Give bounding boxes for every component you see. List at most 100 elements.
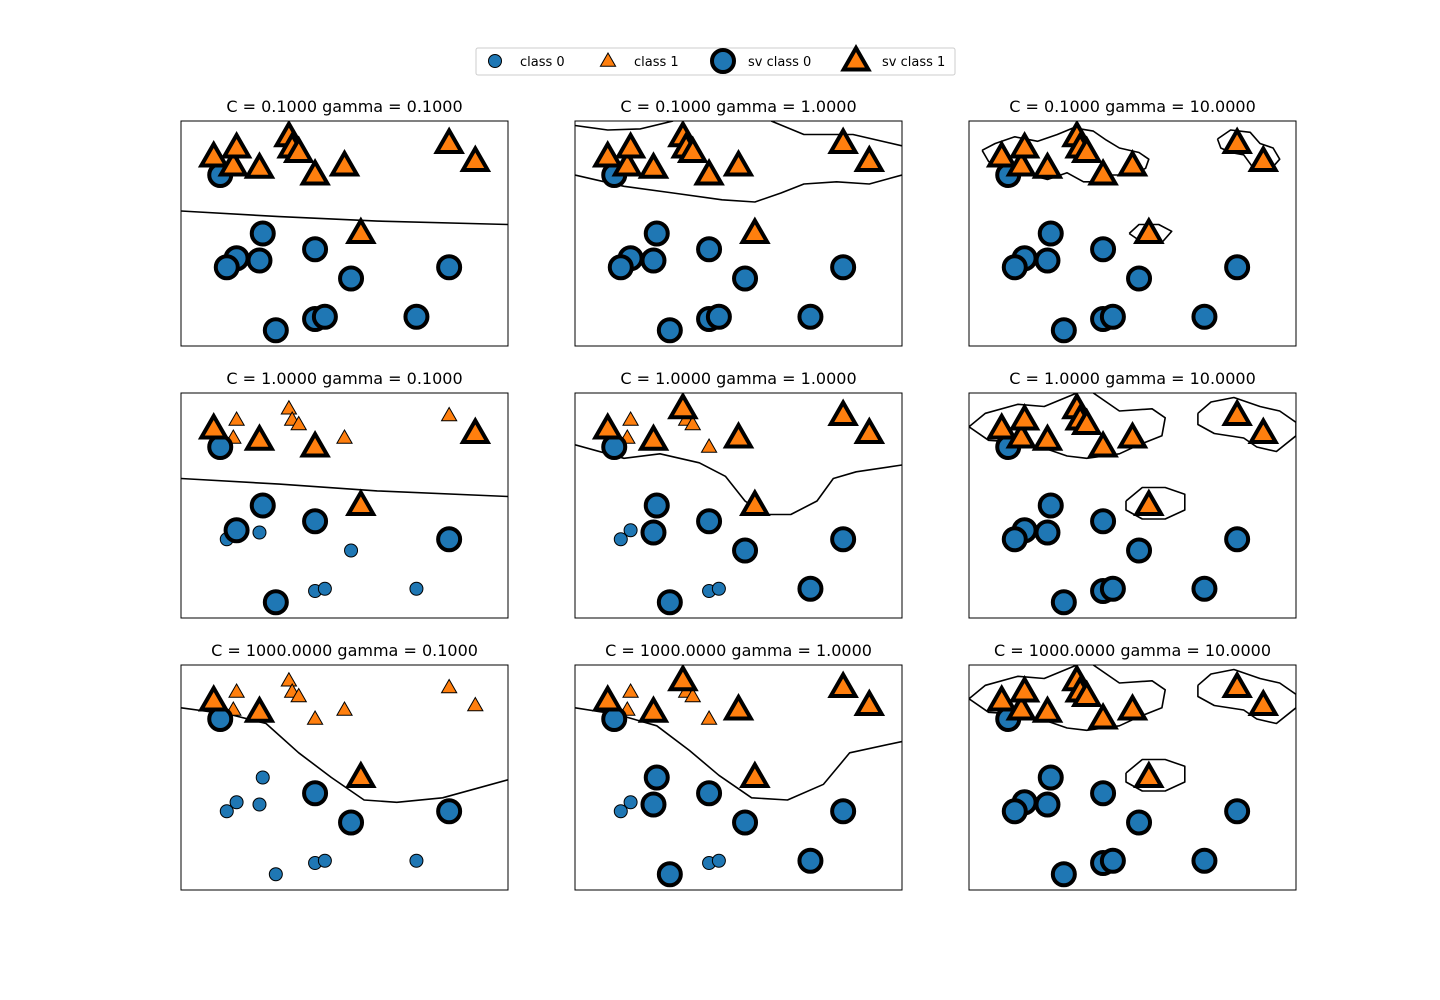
sv-class0-point <box>656 589 683 616</box>
sv-class0-point <box>436 798 463 825</box>
sv-class1-point <box>1247 688 1280 716</box>
decision-boundary <box>969 393 1296 520</box>
sv-class1-point <box>1116 148 1149 177</box>
sv-class1-point <box>459 144 492 172</box>
sv-class0-point <box>302 780 329 807</box>
sv-class1-point <box>853 144 886 172</box>
sv-class1-point <box>667 393 699 420</box>
sv-class0-point <box>643 220 670 247</box>
panel-title: C = 0.1000 gamma = 0.1000 <box>226 97 462 116</box>
sv-class1-point <box>345 488 377 516</box>
class0-point <box>409 581 424 596</box>
panel-title: C = 0.1000 gamma = 10.0000 <box>1009 97 1256 116</box>
sv-class1-point <box>827 398 859 426</box>
panel-title: C = 1000.0000 gamma = 1.0000 <box>605 641 872 660</box>
boundary-line <box>969 393 1078 428</box>
sv-class0-point <box>732 265 759 292</box>
class0-point <box>711 853 726 868</box>
sv-class0-point <box>403 303 430 330</box>
sv-class0-point <box>302 508 329 535</box>
sv-class1-point <box>676 135 709 163</box>
class0-point <box>711 581 726 596</box>
points <box>591 393 886 616</box>
decision-boundary <box>575 121 902 203</box>
class0-point <box>613 804 628 819</box>
sv-class1-point <box>1133 760 1165 788</box>
sv-class0-point <box>640 247 667 274</box>
sv-class0-point <box>696 508 723 535</box>
axes-frame <box>180 392 509 619</box>
class0-point <box>613 532 628 547</box>
sv-class0-point <box>607 254 634 281</box>
sv-class1-point <box>1008 402 1041 431</box>
sv-class0-point <box>311 303 338 330</box>
sv-class0-point <box>640 791 667 818</box>
sv-class1-point <box>739 488 771 516</box>
legend-label-sv-class1: sv class 1 <box>882 55 945 70</box>
sv-class0-point <box>249 220 276 247</box>
sv-class0-point <box>1224 798 1251 825</box>
sv-class0-point <box>436 526 463 553</box>
sv-class1-point <box>1008 674 1041 703</box>
sv-class1-point <box>667 665 699 692</box>
panel-5: C = 1.0000 gamma = 10.0000 <box>968 369 1297 619</box>
sv-class0-point <box>262 589 289 616</box>
axes-frame <box>574 664 903 891</box>
sv-class0-point <box>262 317 289 344</box>
sv-class1-point <box>345 216 377 244</box>
class1-point <box>466 696 484 712</box>
class1-point <box>336 428 353 444</box>
points <box>985 393 1280 616</box>
sv-class0-point <box>696 236 723 263</box>
sv-class0-point <box>797 303 824 330</box>
panels-grid: C = 0.1000 gamma = 0.1000 C = 0.1000 gamm… <box>180 97 1297 891</box>
class1-point <box>306 709 324 725</box>
legend-label-class1: class 1 <box>634 55 679 70</box>
sv-class1-point <box>693 157 725 186</box>
decision-boundary <box>181 210 508 226</box>
sv-class0-point <box>797 847 824 874</box>
legend: class 0 class 1 sv class 0 sv class 1 <box>475 43 956 76</box>
sv-class0-point <box>1050 861 1077 888</box>
sv-class0-point <box>732 537 759 564</box>
panel-3: C = 1.0000 gamma = 0.1000 <box>180 369 509 619</box>
boundary-line <box>575 174 902 203</box>
panel-0: C = 0.1000 gamma = 0.1000 <box>180 97 509 347</box>
sv-class0-point <box>656 861 683 888</box>
panel-title: C = 1.0000 gamma = 0.1000 <box>226 369 462 388</box>
sv-class0-point <box>830 254 857 281</box>
sv-class1-point <box>614 130 647 159</box>
sv-class0-point <box>1224 254 1251 281</box>
class1-point <box>684 687 702 703</box>
sv-class1-point <box>739 216 771 244</box>
sv-class0-point <box>640 519 667 546</box>
panel-2: C = 0.1000 gamma = 10.0000 <box>968 97 1297 347</box>
sv-class1-point <box>827 670 859 698</box>
points <box>591 121 886 344</box>
legend-marker-2 <box>710 48 736 74</box>
sv-class1-point <box>433 126 465 154</box>
class1-point <box>440 678 458 694</box>
sv-class0-point <box>1050 317 1077 344</box>
panel-8: C = 1000.0000 gamma = 10.0000 <box>968 641 1297 891</box>
sv-class1-point <box>1031 423 1064 451</box>
panel-7: C = 1000.0000 gamma = 1.0000 <box>574 641 903 891</box>
sv-class1-point <box>611 148 644 177</box>
sv-class1-point <box>459 416 492 444</box>
sv-class0-point <box>656 317 683 344</box>
sv-class1-point <box>299 429 331 458</box>
sv-class1-point <box>1087 429 1119 458</box>
sv-class1-point <box>1005 148 1038 177</box>
sv-class1-point <box>1247 144 1280 172</box>
class1-point <box>280 399 298 415</box>
sv-class0-point <box>830 798 857 825</box>
sv-class1-point <box>1087 701 1119 730</box>
points <box>197 671 484 882</box>
sv-class0-point <box>830 526 857 553</box>
class0-point <box>344 543 359 558</box>
sv-class1-point <box>243 695 276 723</box>
sv-class1-point <box>637 151 670 179</box>
sv-class1-point <box>243 151 276 179</box>
sv-class0-point <box>223 517 250 544</box>
points <box>197 399 492 616</box>
